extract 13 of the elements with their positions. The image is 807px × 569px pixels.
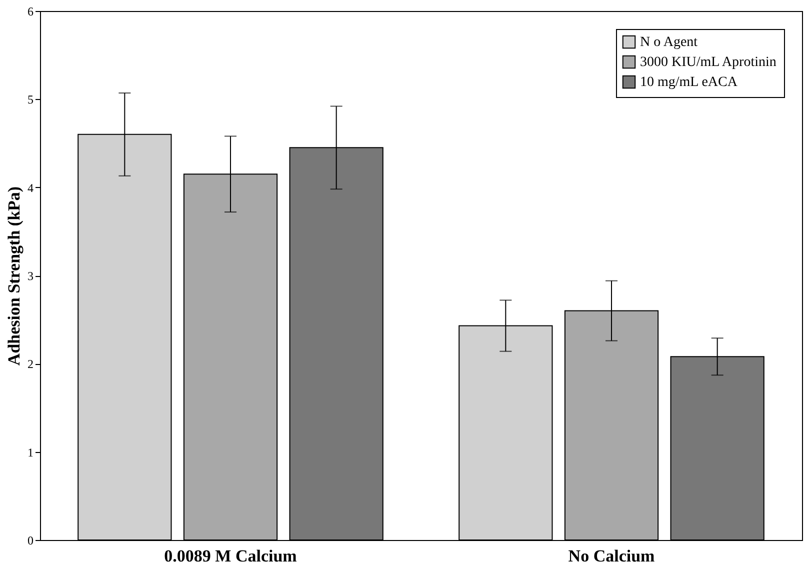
x-tick-label: 0.0089 M Calcium (164, 546, 297, 566)
y-tick-label: 5 (28, 92, 34, 107)
y-tick-label: 0 (28, 534, 34, 548)
legend-label: N o Agent (640, 35, 698, 50)
y-tick-label: 2 (28, 357, 34, 372)
legend-label: 3000 KIU/mL Aprotinin (640, 55, 776, 70)
y-tick-label: 4 (28, 180, 34, 195)
x-tick-label: No Calcium (568, 546, 655, 566)
y-tick-label: 6 (28, 4, 34, 18)
y-tick-label: 1 (28, 445, 34, 460)
y-tick-label: 3 (28, 269, 34, 283)
y-axis-title: Adhesion Strength (kPa) (4, 186, 24, 366)
legend-label: 10 mg/mL eACA (640, 75, 738, 90)
